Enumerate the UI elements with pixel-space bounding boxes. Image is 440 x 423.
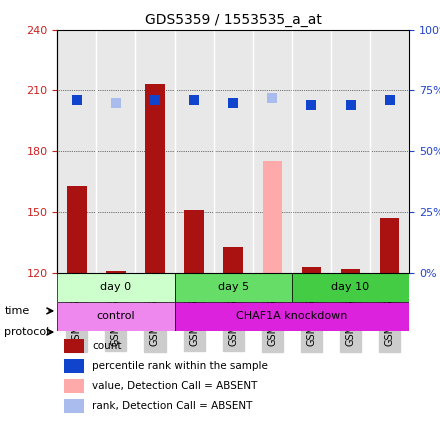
Text: day 5: day 5: [218, 283, 249, 292]
Bar: [64, 339, 84, 353]
Bar: [184, 210, 204, 273]
Bar: [67, 186, 87, 273]
FancyBboxPatch shape: [175, 273, 292, 302]
Bar: [224, 247, 243, 273]
Text: control: control: [96, 311, 135, 321]
Bar: [145, 84, 165, 273]
Text: rank, Detection Call = ABSENT: rank, Detection Call = ABSENT: [92, 401, 253, 411]
Text: value, Detection Call = ABSENT: value, Detection Call = ABSENT: [92, 381, 258, 391]
Bar: [380, 218, 400, 273]
FancyBboxPatch shape: [57, 273, 175, 302]
Bar: [341, 269, 360, 273]
FancyBboxPatch shape: [175, 302, 409, 331]
Text: percentile rank within the sample: percentile rank within the sample: [92, 361, 268, 371]
Bar: [64, 399, 84, 413]
Text: CHAF1A knockdown: CHAF1A knockdown: [236, 311, 348, 321]
Title: GDS5359 / 1553535_a_at: GDS5359 / 1553535_a_at: [145, 13, 322, 27]
Bar: [302, 267, 321, 273]
Text: day 0: day 0: [100, 283, 132, 292]
Bar: [106, 271, 126, 273]
Bar: [64, 359, 84, 373]
FancyBboxPatch shape: [57, 302, 175, 331]
Bar: [263, 162, 282, 273]
Text: protocol: protocol: [4, 327, 50, 337]
Text: time: time: [4, 306, 29, 316]
Text: day 10: day 10: [331, 283, 370, 292]
Bar: [64, 379, 84, 393]
FancyBboxPatch shape: [292, 273, 409, 302]
Text: count: count: [92, 341, 122, 351]
